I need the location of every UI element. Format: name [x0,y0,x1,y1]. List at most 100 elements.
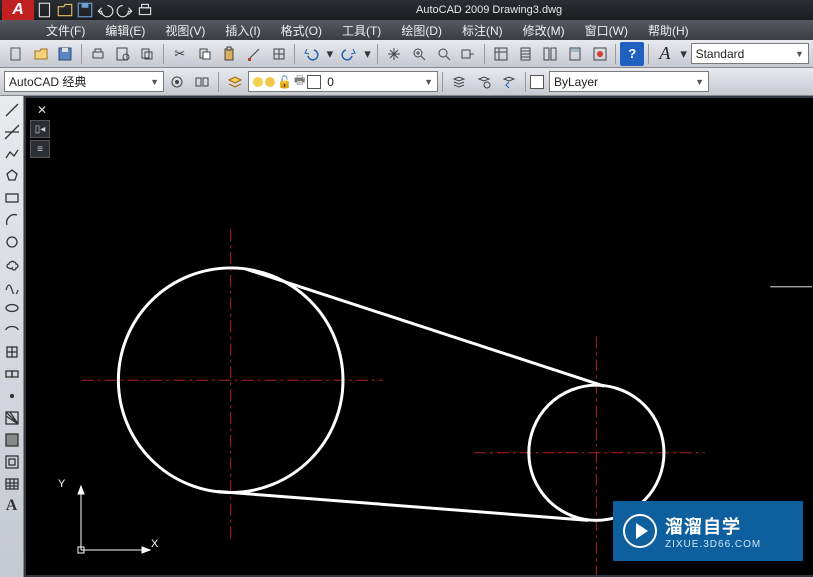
chevron-down-icon[interactable]: ▾ [678,42,690,66]
watermark-subtitle: ZIXUE.3D66.COM [665,539,761,550]
layer-freeze-icon[interactable] [447,70,471,94]
pan-icon[interactable] [382,42,406,66]
chevron-down-icon: ▼ [695,77,704,87]
hatch-icon[interactable] [2,408,22,428]
chevron-down-icon: ▼ [424,77,433,87]
save-icon[interactable] [53,42,77,66]
copy-icon[interactable] [193,42,217,66]
menu-tools[interactable]: 工具(T) [332,20,391,41]
qat-undo-icon[interactable] [96,1,114,19]
point-icon[interactable] [2,386,22,406]
redo-icon[interactable] [337,42,361,66]
drawing-canvas[interactable]: ✕ ▯◂ ≡ [26,98,813,575]
toolpalette-icon[interactable] [538,42,562,66]
markup-icon[interactable] [588,42,612,66]
block-icon[interactable] [267,42,291,66]
zoom-rt-icon[interactable] [407,42,431,66]
gradient-icon[interactable] [2,430,22,450]
region-icon[interactable] [2,452,22,472]
menu-view[interactable]: 视图(V) [155,20,215,41]
layer-name: 0 [327,75,334,89]
menu-draw[interactable]: 绘图(D) [391,20,452,41]
style-combo[interactable]: Standard ▼ [691,43,809,64]
layer-toolbar: AutoCAD 经典 ▼ 🔓 🖶 0 ▼ ByLayer ▼ [0,68,813,96]
paste-icon[interactable] [217,42,241,66]
qat-save-icon[interactable] [76,1,94,19]
menu-dim[interactable]: 标注(N) [452,20,513,41]
chevron-down-icon[interactable]: ▾ [324,42,336,66]
chevron-down-icon[interactable]: ▾ [362,42,374,66]
text-style-icon[interactable]: A [653,42,677,66]
play-icon [623,514,657,548]
menu-window[interactable]: 窗口(W) [575,20,638,41]
print-icon: 🖶 [294,71,305,92]
cut-icon[interactable]: ✂ [168,42,192,66]
menu-help[interactable]: 帮助(H) [638,20,699,41]
standard-toolbar: ✂ ▾ ▾ ? A ▾ Standard ▼ [0,40,813,68]
title-bar: A AutoCAD 2009 Drawing3.dwg [0,0,813,20]
watermark: 溜溜自学 ZIXUE.3D66.COM [613,501,803,561]
line-icon[interactable] [2,100,22,120]
qat-open-icon[interactable] [56,1,74,19]
watermark-title: 溜溜自学 [665,513,761,539]
color-swatch[interactable] [530,75,544,89]
arc-icon[interactable] [2,210,22,230]
menu-modify[interactable]: 修改(M) [513,20,575,41]
tangent-top [246,269,605,386]
app-logo[interactable]: A [2,0,34,20]
ucs-y-label: Y [58,478,65,490]
mtext-icon[interactable]: A [2,496,22,516]
qat-redo-icon[interactable] [116,1,134,19]
menu-insert[interactable]: 插入(I) [215,20,270,41]
zoom-win-icon[interactable] [432,42,456,66]
menu-bar: 文件(F) 编辑(E) 视图(V) 插入(I) 格式(O) 工具(T) 绘图(D… [0,20,813,40]
match-icon[interactable] [242,42,266,66]
zoom-prev-icon[interactable] [456,42,480,66]
spline-icon[interactable] [2,276,22,296]
workspace-value: AutoCAD 经典 [9,73,86,90]
undo-icon[interactable] [299,42,323,66]
layer-prop-icon[interactable] [223,70,247,94]
ellipse-arc-icon[interactable] [2,320,22,340]
pline-icon[interactable] [2,144,22,164]
xline-icon[interactable] [2,122,22,142]
polygon-icon[interactable] [2,166,22,186]
ucs-x-label: X [151,538,158,550]
rect-icon[interactable] [2,188,22,208]
help-icon[interactable]: ? [620,42,644,66]
preview-icon[interactable] [111,42,135,66]
color-combo[interactable]: ByLayer ▼ [549,71,709,92]
qat-new-icon[interactable] [36,1,54,19]
ws-manage-icon[interactable] [190,70,214,94]
block-icon[interactable] [2,364,22,384]
revcloud-icon[interactable] [2,254,22,274]
sun-icon [265,77,275,87]
menu-edit[interactable]: 编辑(E) [95,20,155,41]
new-icon[interactable] [4,42,28,66]
bulb-icon [253,77,263,87]
menu-file[interactable]: 文件(F) [36,20,95,41]
publish-icon[interactable] [135,42,159,66]
style-value: Standard [696,47,745,61]
calc-icon[interactable] [563,42,587,66]
print-icon[interactable] [86,42,110,66]
title-text: AutoCAD 2009 Drawing3.dwg [416,4,562,16]
lock-icon: 🔓 [277,75,292,89]
table-icon[interactable] [2,474,22,494]
layer-match-icon[interactable] [472,70,496,94]
ws-settings-icon[interactable] [165,70,189,94]
menu-format[interactable]: 格式(O) [271,20,332,41]
draw-toolbar: A [0,96,24,577]
properties-icon[interactable] [489,42,513,66]
layer-combo[interactable]: 🔓 🖶 0 ▼ [248,71,438,92]
qat-print-icon[interactable] [136,1,154,19]
layer-color-swatch [307,75,321,89]
workspace: A ✕ ▯◂ ≡ [0,96,813,577]
sheet-icon[interactable] [514,42,538,66]
open-icon[interactable] [29,42,53,66]
insert-icon[interactable] [2,342,22,362]
workspace-combo[interactable]: AutoCAD 经典 ▼ [4,71,164,92]
ellipse-icon[interactable] [2,298,22,318]
circle-icon[interactable] [2,232,22,252]
layer-prev-icon[interactable] [497,70,521,94]
